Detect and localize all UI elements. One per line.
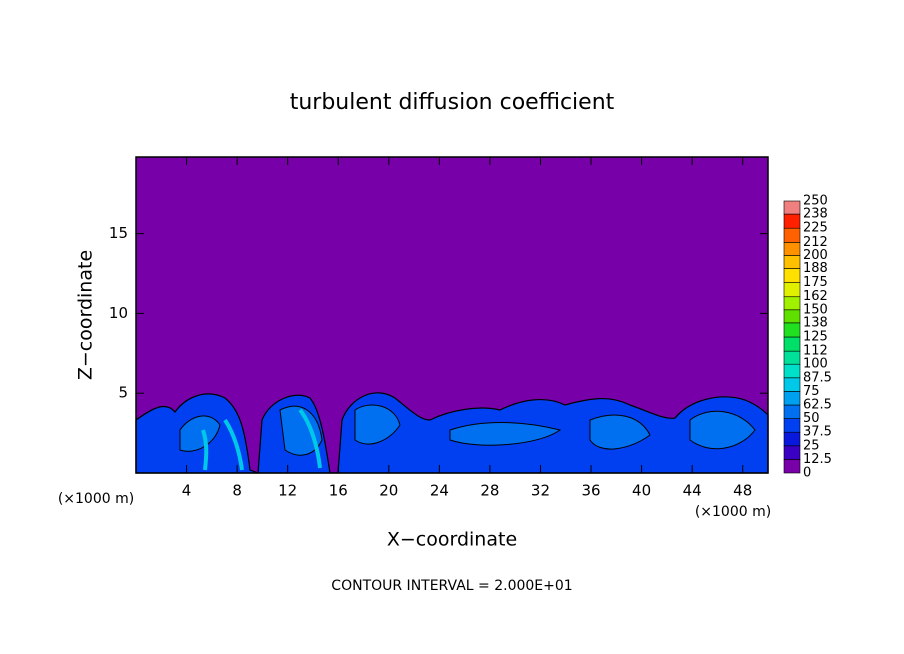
plot-area (135, 157, 769, 474)
colorbar-label: 75 (803, 384, 820, 399)
colorbar-segment (783, 459, 801, 474)
x-tick-label: 20 (379, 482, 398, 500)
chart-title: turbulent diffusion coefficient (290, 90, 615, 115)
colorbar-label: 200 (803, 248, 828, 263)
colorbar-label: 238 (803, 207, 828, 222)
colorbar-segment (783, 296, 801, 311)
colorbar-segment (783, 377, 801, 392)
x-tick-label: 48 (733, 482, 752, 500)
y-tick-label: 15 (109, 224, 128, 242)
colorbar-segment (783, 268, 801, 283)
colorbar-label: 162 (803, 289, 828, 304)
colorbar-label: 250 (803, 194, 828, 209)
x-tick-label: 8 (232, 482, 242, 500)
x-unit: (×1000 m) (58, 491, 134, 507)
colorbar-label: 25 (803, 438, 820, 453)
colorbar-label: 150 (803, 302, 828, 317)
x-unit: (×1000 m) (695, 504, 771, 520)
x-tick-label: 12 (278, 482, 297, 500)
colorbar-segment (783, 336, 801, 352)
turbulent-core (689, 410, 756, 450)
colorbar-segment (783, 227, 801, 243)
colorbar-label: 62.5 (803, 398, 832, 413)
colorbar-label: 125 (803, 330, 828, 345)
colorbar-label: 138 (803, 315, 828, 330)
y-tick-label: 10 (109, 304, 128, 322)
turbulent-core (589, 414, 651, 450)
colorbar-label: 87.5 (803, 370, 832, 385)
colorbar-label: 100 (803, 357, 828, 372)
colorbar-label: 175 (803, 275, 828, 290)
x-tick-label: 16 (329, 482, 348, 500)
colorbar-segment (783, 445, 801, 460)
colorbar-label: 112 (803, 344, 828, 359)
colorbar-segment (783, 309, 801, 324)
colorbar-segment (783, 255, 801, 269)
colorbar-label: 50 (803, 411, 820, 426)
colorbar-segment (783, 404, 801, 419)
colorbar-segment (783, 391, 801, 406)
x-tick-label: 28 (480, 482, 499, 500)
colorbar-segment (783, 363, 801, 379)
contour-note: CONTOUR INTERVAL = 2.000E+01 (331, 578, 572, 594)
colorbar-segment (783, 200, 801, 215)
y-tick-label: 5 (118, 384, 128, 402)
x-tick-label: 4 (182, 482, 192, 500)
turbulent-core (449, 422, 562, 446)
y-axis-title: Z−coordinate (75, 250, 97, 380)
colorbar-segment (783, 431, 801, 447)
x-tick-label: 32 (531, 482, 550, 500)
colorbar-segment (783, 350, 801, 365)
turbulent-core (354, 404, 401, 445)
x-tick-label: 44 (683, 482, 702, 500)
colorbar-segment (783, 282, 801, 298)
colorbar-label: 225 (803, 221, 828, 236)
colorbar-label: 12.5 (803, 452, 832, 467)
colorbar-segment (783, 322, 801, 338)
colorbar-label: 212 (803, 235, 828, 250)
turbulent-streak (201, 429, 209, 471)
x-tick-label: 36 (581, 482, 600, 500)
x-tick-label: 40 (632, 482, 651, 500)
plot-frame (135, 156, 769, 474)
colorbar-label: 0 (803, 466, 811, 481)
x-tick-label: 24 (430, 482, 449, 500)
colorbar-segment (783, 213, 801, 229)
turbulent-streak (298, 408, 322, 469)
colorbar-label: 188 (803, 261, 828, 276)
turbulent-core (279, 405, 323, 456)
turbulent-core (179, 415, 221, 452)
colorbar-segment (783, 418, 801, 433)
turbulent-streak (223, 418, 244, 471)
x-axis-title: X−coordinate (387, 529, 517, 551)
colorbar-label: 37.5 (803, 425, 832, 440)
colorbar-segment (783, 242, 801, 256)
